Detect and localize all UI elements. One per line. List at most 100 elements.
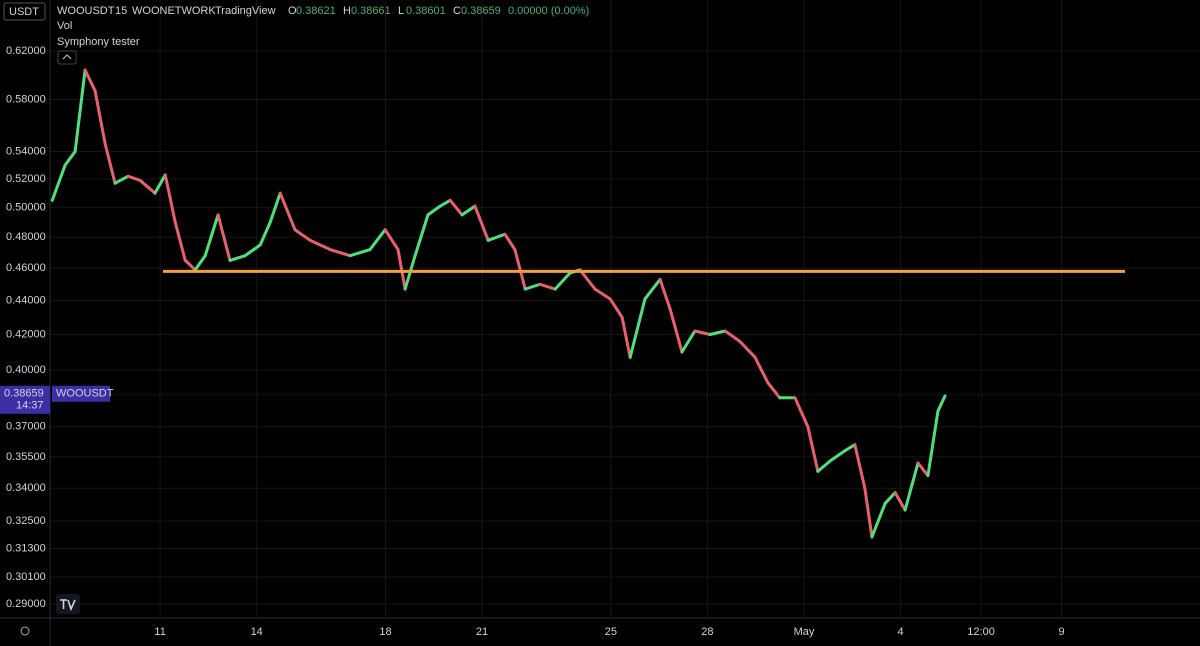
price-segment xyxy=(658,277,672,311)
price-segment xyxy=(173,220,187,262)
exchange: WOONETWORK xyxy=(132,5,216,17)
price-segment xyxy=(593,287,612,301)
interval: 15 xyxy=(115,5,127,17)
ohlc-key: L xyxy=(398,5,404,17)
price-segment xyxy=(680,329,697,354)
price-segment xyxy=(293,228,312,242)
y-tick-label: 0.34000 xyxy=(6,482,46,494)
settings-icon[interactable] xyxy=(20,626,30,636)
price-segment xyxy=(348,248,372,258)
price-segment xyxy=(893,491,907,512)
y-tick-label: 0.37000 xyxy=(6,421,46,433)
price-segment xyxy=(153,173,167,195)
price-segment xyxy=(258,220,272,247)
grid xyxy=(50,0,1200,618)
y-tick-label: 0.52000 xyxy=(6,173,46,185)
plot xyxy=(50,68,1200,539)
price-segment xyxy=(126,174,142,182)
ohlc-key: O xyxy=(288,5,297,17)
price-segment xyxy=(608,297,624,319)
y-tick-label: 0.31300 xyxy=(6,542,46,554)
price-segment xyxy=(668,307,684,354)
price-segment xyxy=(216,213,232,262)
symbol-tag xyxy=(52,385,110,402)
price-segment xyxy=(738,339,757,359)
y-tick-label: 0.42000 xyxy=(6,328,46,340)
price-segment xyxy=(413,213,430,258)
price-segment xyxy=(278,191,297,232)
source: TradingView xyxy=(215,5,276,17)
ohlc-value: 0.38621 xyxy=(296,5,336,17)
price-segment xyxy=(103,142,117,185)
price-segment xyxy=(523,282,542,291)
y-tick-label: 0.62000 xyxy=(6,45,46,57)
price-segment xyxy=(438,198,452,208)
countdown: 14:37 xyxy=(16,400,44,412)
y-tick-label: 0.46000 xyxy=(6,262,46,274)
collapse-button[interactable] xyxy=(57,50,77,65)
price-segment xyxy=(723,329,742,343)
y-tick-label: 0.48000 xyxy=(6,231,46,243)
ohlc-key: C xyxy=(453,5,461,17)
price-segment xyxy=(806,425,820,473)
price-segment xyxy=(708,329,727,336)
price-segment xyxy=(863,486,874,539)
price-segment xyxy=(448,198,464,217)
price-segment xyxy=(138,178,157,195)
price-segment xyxy=(163,173,177,224)
price-segment xyxy=(643,277,662,301)
price-segment xyxy=(396,248,407,291)
symbol: WOOUSDT xyxy=(57,5,115,17)
logo-mark[interactable] xyxy=(60,599,76,612)
price-segment xyxy=(620,315,632,359)
price-segment xyxy=(916,461,930,478)
price-segment xyxy=(853,443,867,490)
price-segment xyxy=(308,238,332,252)
currency[interactable]: USDT xyxy=(9,6,39,18)
logo[interactable] xyxy=(56,594,80,614)
price-segment xyxy=(183,258,197,272)
x-tick-label: 18 xyxy=(379,626,391,638)
price-segment xyxy=(503,232,517,252)
currency-button[interactable] xyxy=(3,2,46,21)
price-segment xyxy=(228,254,247,262)
price-segment xyxy=(926,409,940,478)
price-segment xyxy=(193,254,207,272)
y-tick-label: 0.40000 xyxy=(6,364,46,376)
ohlc-value: 0.38659 xyxy=(461,5,501,17)
price-segment xyxy=(83,68,97,93)
x-tick-label: 25 xyxy=(605,626,617,638)
y-tick-label: 0.30100 xyxy=(6,571,46,583)
price-segment xyxy=(486,232,507,242)
price-segment xyxy=(766,381,782,400)
price-segment xyxy=(828,449,847,463)
x-tick-label: 4 xyxy=(898,626,904,638)
y-tick-label: 0.50000 xyxy=(6,201,46,213)
ohlc-value: 0.38661 xyxy=(351,5,391,17)
indicator: Symphony tester xyxy=(57,36,140,48)
price-segment xyxy=(63,150,77,167)
indicator: Vol xyxy=(57,20,72,32)
price-segment xyxy=(473,204,490,242)
y-tick-label: 0.35500 xyxy=(6,451,46,463)
x-tick-label: 9 xyxy=(1058,626,1064,638)
collapse-icon[interactable] xyxy=(62,54,72,60)
last-price-box xyxy=(0,385,50,414)
x-tick-label: 21 xyxy=(476,626,488,638)
price-segment xyxy=(50,163,67,202)
price-segment xyxy=(426,204,442,217)
y-tick-label: 0.32500 xyxy=(6,515,46,527)
symbol-tag-label: WOOUSDT xyxy=(56,388,114,400)
y-tick-label: 0.58000 xyxy=(6,93,46,105)
x-tick-label: 28 xyxy=(701,626,713,638)
price-segment xyxy=(368,228,387,252)
price-segment xyxy=(268,191,282,224)
price-segment xyxy=(513,248,527,291)
price-segment xyxy=(883,491,897,505)
price-segment xyxy=(538,282,557,291)
price-segment xyxy=(383,228,400,252)
price-segment xyxy=(553,271,572,291)
x-tick-label: 11 xyxy=(154,626,165,638)
